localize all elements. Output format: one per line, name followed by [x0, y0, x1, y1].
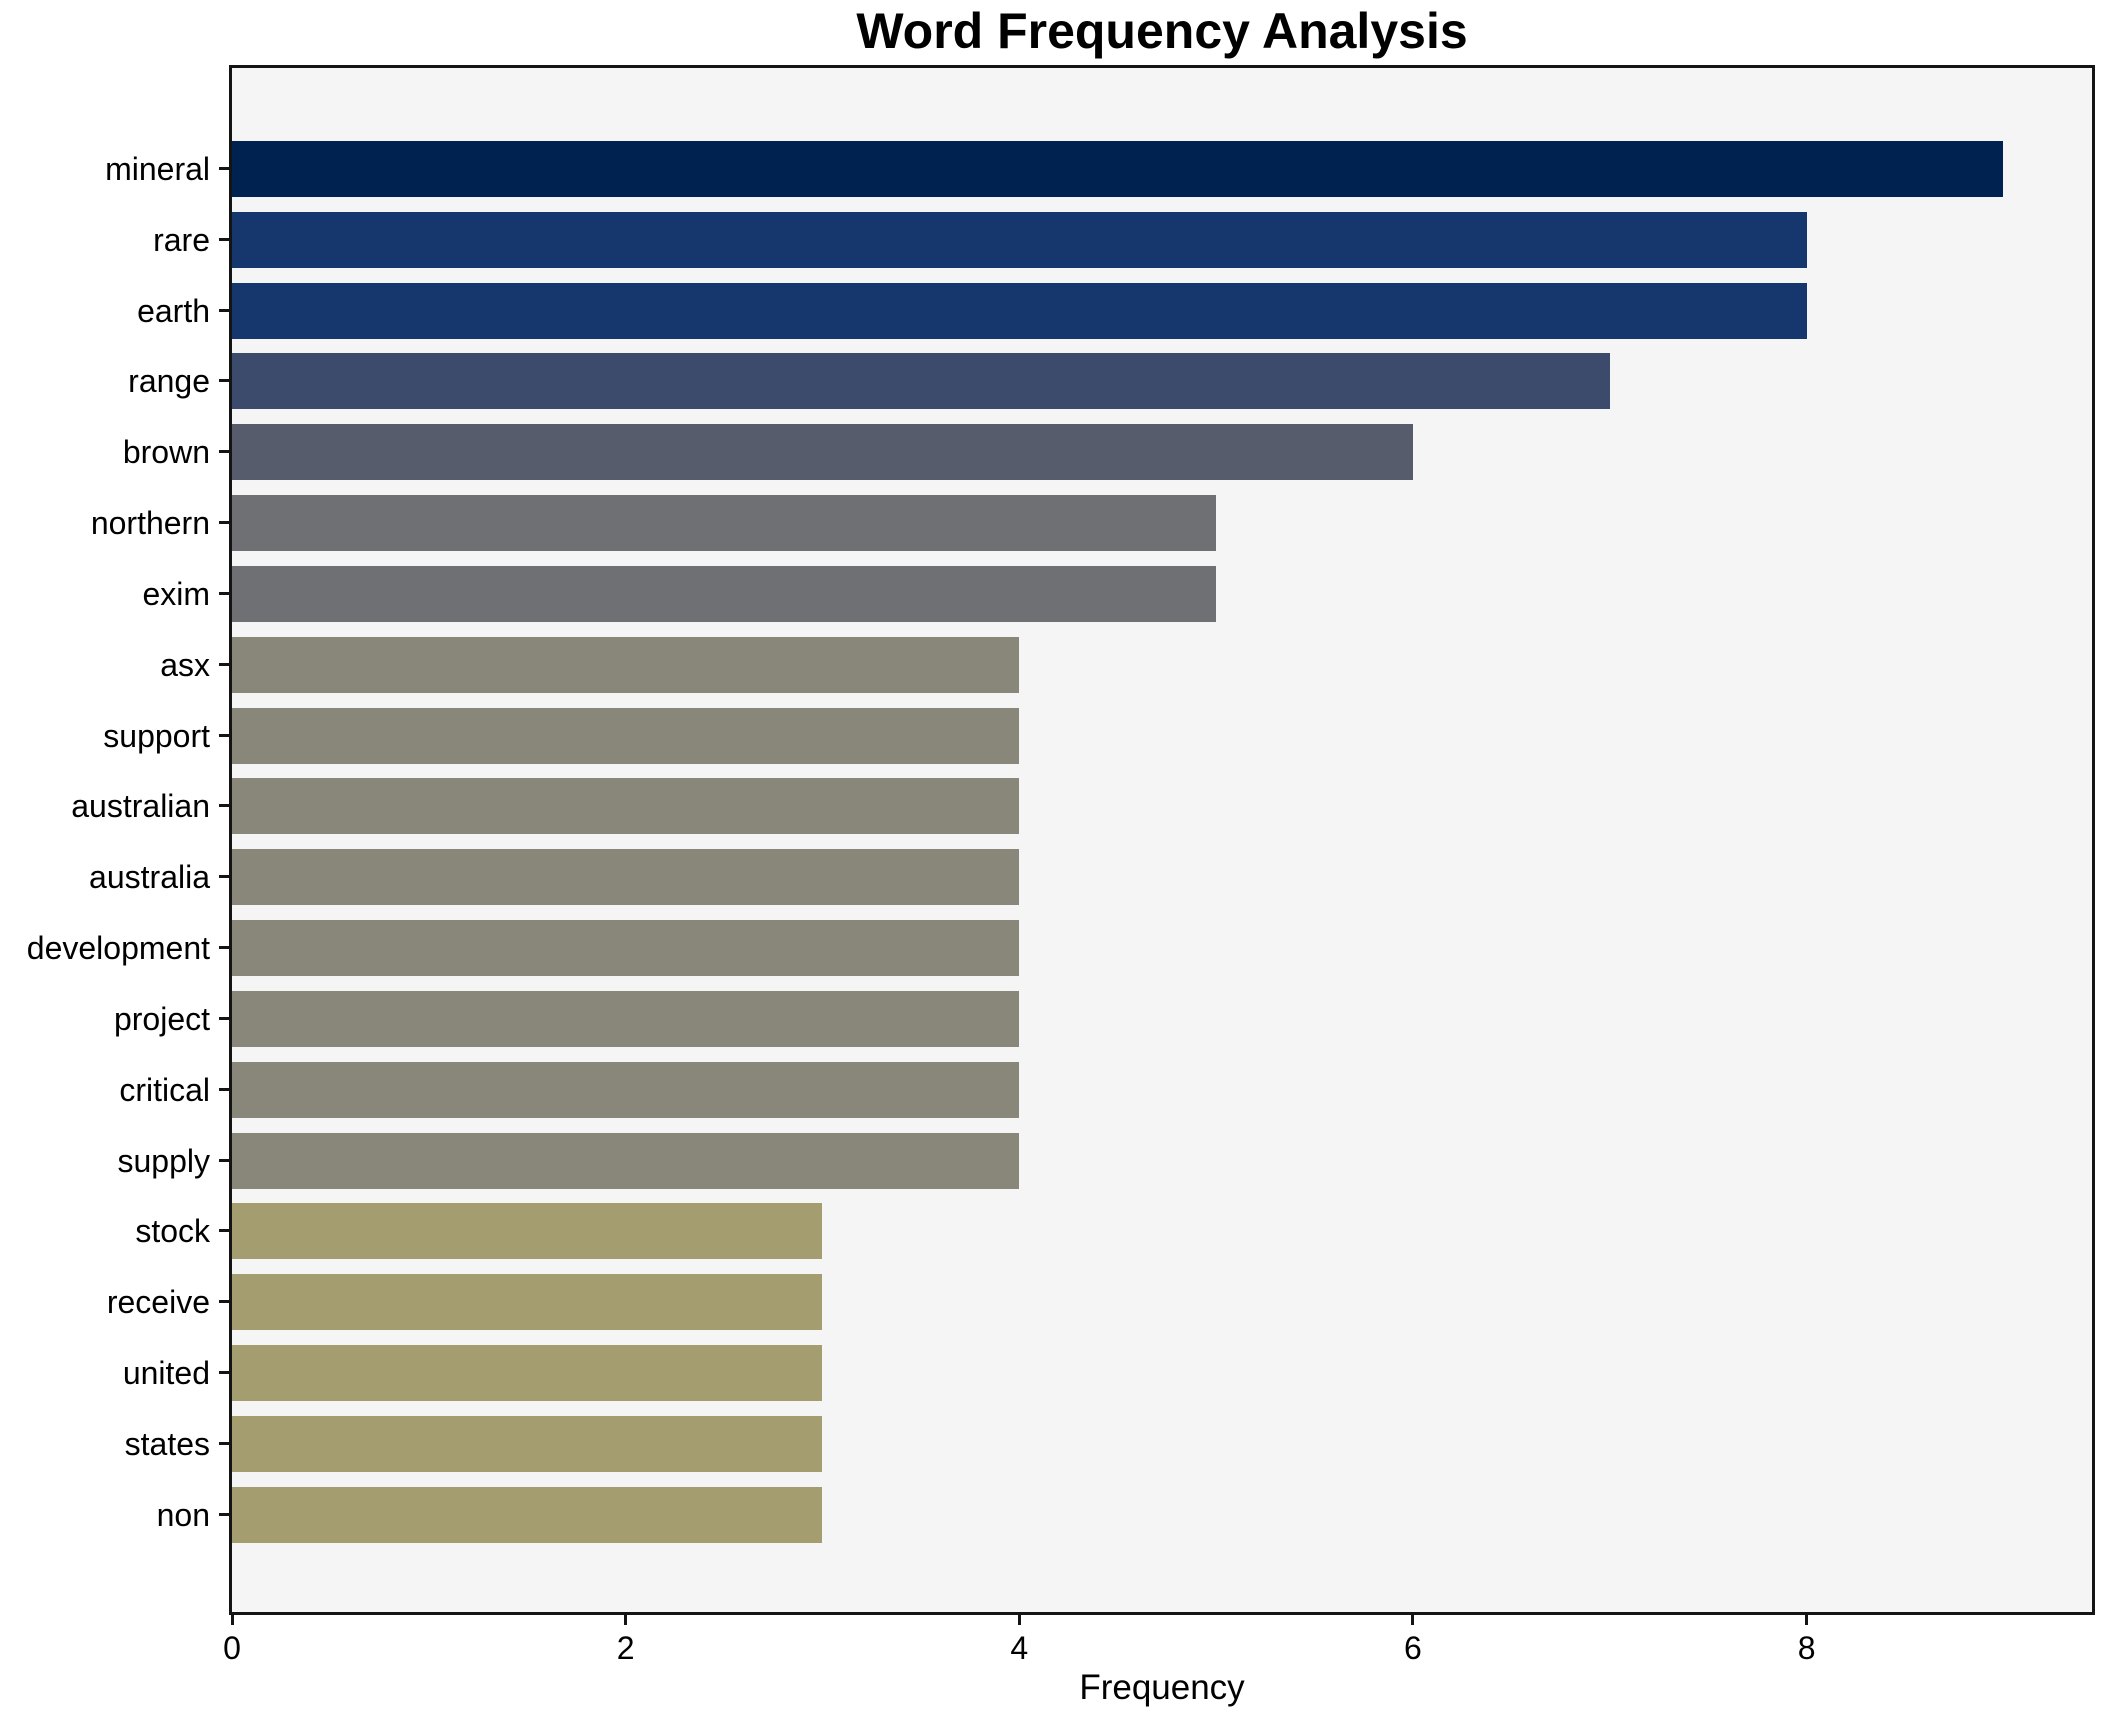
y-tick-mark — [219, 662, 229, 666]
bar-exim — [232, 565, 1217, 622]
bar-development — [232, 920, 1020, 977]
y-tick-label-project: project — [113, 1000, 210, 1037]
x-tick-label-2: 2 — [616, 1630, 635, 1666]
y-tick-label-critical: critical — [119, 1071, 210, 1108]
y-tick-mark — [219, 804, 229, 808]
y-tick-label-non: non — [156, 1496, 210, 1533]
x-tick-label-0: 0 — [223, 1630, 241, 1666]
bar-northern — [232, 495, 1217, 552]
y-tick-mark — [219, 1300, 229, 1304]
bar-earth — [232, 282, 1807, 339]
y-tick-mark — [219, 1016, 229, 1020]
x-tick-mark — [1805, 1615, 1809, 1625]
y-tick-mark — [219, 733, 229, 737]
bar-brown — [232, 424, 1413, 481]
y-tick-mark — [219, 450, 229, 454]
bar-range — [232, 353, 1610, 410]
y-tick-mark — [219, 591, 229, 595]
y-tick-label-australian: australian — [71, 788, 210, 825]
y-tick-label-earth: earth — [137, 292, 210, 329]
y-tick-label-rare: rare — [153, 221, 210, 258]
bar-project — [232, 990, 1020, 1047]
y-tick-label-receive: receive — [106, 1284, 210, 1321]
plot-area — [229, 65, 2095, 1615]
y-tick-mark — [219, 1512, 229, 1516]
y-tick-label-australia: australia — [89, 859, 210, 896]
y-tick-label-support: support — [103, 717, 210, 754]
bar-australia — [232, 849, 1020, 906]
y-tick-label-united: united — [122, 1355, 210, 1392]
y-tick-label-range: range — [128, 363, 210, 400]
bar-critical — [232, 1061, 1020, 1118]
x-tick-mark — [1411, 1615, 1415, 1625]
y-tick-mark — [219, 1371, 229, 1375]
bar-states — [232, 1415, 823, 1472]
bar-australian — [232, 778, 1020, 835]
y-tick-mark — [219, 379, 229, 383]
x-tick-mark — [230, 1615, 234, 1625]
x-tick-mark — [624, 1615, 628, 1625]
y-tick-mark — [219, 946, 229, 950]
y-tick-label-mineral: mineral — [105, 150, 210, 187]
x-tick-label-6: 6 — [1404, 1630, 1422, 1666]
x-tick-label-8: 8 — [1797, 1630, 1816, 1666]
y-tick-label-states: states — [124, 1425, 210, 1462]
bar-support — [232, 707, 1020, 764]
y-tick-label-supply: supply — [117, 1142, 211, 1179]
y-tick-mark — [219, 237, 229, 241]
x-tick-mark — [1017, 1615, 1021, 1625]
bar-receive — [232, 1274, 823, 1331]
bar-supply — [232, 1132, 1020, 1189]
y-tick-mark — [219, 1441, 229, 1445]
y-tick-label-brown: brown — [122, 434, 210, 471]
x-tick-label-4: 4 — [1010, 1630, 1029, 1666]
y-tick-label-development: development — [26, 930, 210, 967]
bar-stock — [232, 1203, 823, 1260]
y-tick-mark — [219, 1087, 229, 1091]
y-tick-label-exim: exim — [142, 575, 210, 612]
chart-title: Word Frequency Analysis — [856, 3, 1468, 59]
bar-mineral — [232, 140, 2004, 197]
y-tick-mark — [219, 166, 229, 170]
bar-rare — [232, 211, 1807, 268]
y-tick-mark — [219, 521, 229, 525]
bar-asx — [232, 636, 1020, 693]
y-tick-label-northern: northern — [90, 505, 210, 542]
bar-non — [232, 1486, 823, 1543]
y-tick-mark — [219, 1158, 229, 1162]
y-tick-label-asx: asx — [160, 646, 210, 683]
y-tick-mark — [219, 308, 229, 312]
x-axis-title: Frequency — [1079, 1668, 1245, 1707]
y-tick-mark — [219, 875, 229, 879]
bar-united — [232, 1345, 823, 1402]
y-tick-label-stock: stock — [135, 1213, 210, 1250]
y-tick-mark — [219, 1229, 229, 1233]
